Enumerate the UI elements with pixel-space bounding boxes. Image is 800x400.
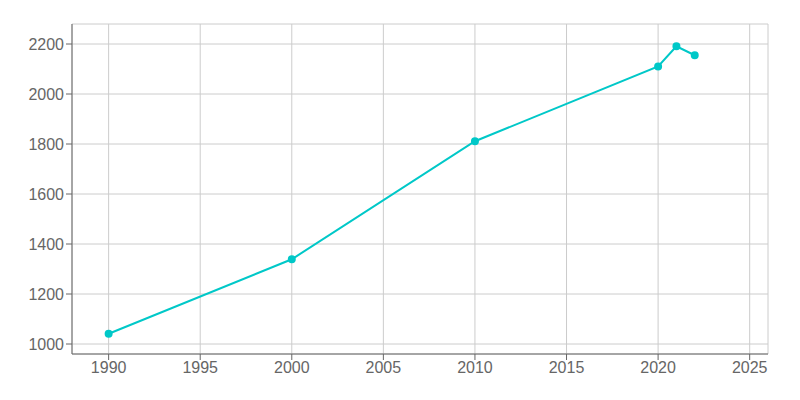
svg-text:2000: 2000: [274, 359, 310, 376]
svg-text:2200: 2200: [28, 36, 64, 53]
svg-text:2000: 2000: [28, 86, 64, 103]
svg-text:1995: 1995: [182, 359, 218, 376]
svg-text:2015: 2015: [549, 359, 585, 376]
svg-text:1200: 1200: [28, 286, 64, 303]
svg-text:1400: 1400: [28, 236, 64, 253]
svg-text:1800: 1800: [28, 136, 64, 153]
svg-text:2025: 2025: [732, 359, 768, 376]
svg-text:1000: 1000: [28, 336, 64, 353]
svg-text:2020: 2020: [640, 359, 676, 376]
svg-text:1990: 1990: [91, 359, 127, 376]
svg-text:2010: 2010: [457, 359, 493, 376]
svg-text:1600: 1600: [28, 186, 64, 203]
svg-text:2005: 2005: [366, 359, 402, 376]
